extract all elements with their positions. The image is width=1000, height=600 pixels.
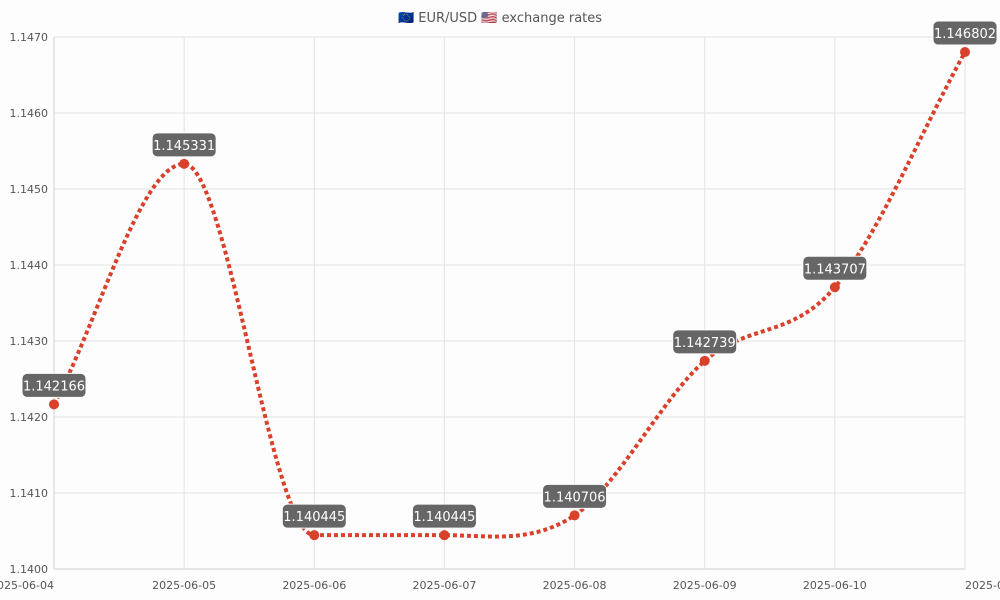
data-label: 1.146802 <box>932 20 998 46</box>
data-label-text: 1.143707 <box>804 262 866 277</box>
y-tick-label: 1.1450 <box>10 183 49 196</box>
data-label-box <box>672 329 738 355</box>
x-tick-label: 2025-06-10 <box>803 579 867 592</box>
data-label-text: 1.140445 <box>413 510 475 525</box>
y-tick-label: 1.1410 <box>10 487 49 500</box>
data-label: 1.142739 <box>672 329 738 355</box>
data-label: 1.140706 <box>542 483 608 509</box>
data-label-box <box>932 20 998 46</box>
data-point <box>179 158 190 169</box>
y-tick-label: 1.1460 <box>10 107 49 120</box>
grid <box>53 36 966 570</box>
data-label-box <box>281 503 347 529</box>
data-label-text: 1.140445 <box>283 510 345 525</box>
series-layer <box>49 47 970 541</box>
data-label: 1.140445 <box>411 503 477 529</box>
y-tick-label: 1.1420 <box>10 411 49 424</box>
x-axis: 2025-06-04 2025-06-05 2025-06-06 2025-06-07… <box>0 579 1000 592</box>
x-tick-label: 2025-06-06 <box>282 579 346 592</box>
data-label-box <box>411 503 477 529</box>
data-label: 1.140445 <box>281 503 347 529</box>
x-tick-label: 2025-06-09 <box>673 579 737 592</box>
x-tick-label: 2025-06-11 <box>965 579 1000 592</box>
x-tick-label: 2025-06-08 <box>543 579 607 592</box>
data-label: 1.142166 <box>21 372 87 398</box>
y-axis: 1.1400 1.1410 1.1420 1.1430 1.1440 1.1450 1.14… <box>10 31 49 576</box>
x-tick-label: 2025-06-05 <box>152 579 216 592</box>
data-point <box>829 282 840 293</box>
data-point <box>49 399 59 410</box>
data-label-text: 1.146802 <box>934 27 996 42</box>
x-tick-label: 2025-06-04 <box>0 579 54 592</box>
data-label-text: 1.145331 <box>153 139 215 154</box>
data-point <box>569 510 580 521</box>
data-label-box <box>151 132 217 158</box>
data-label-text: 1.140706 <box>544 490 606 505</box>
series-line <box>52 51 967 539</box>
data-label: 1.143707 <box>802 255 868 281</box>
data-point <box>439 530 450 541</box>
data-point <box>960 47 970 58</box>
data-point <box>699 355 710 366</box>
data-label-text: 1.142739 <box>674 336 736 351</box>
data-label-box <box>21 372 87 398</box>
data-label-text: 1.142166 <box>23 379 85 394</box>
y-tick-label: 1.1400 <box>10 563 49 576</box>
y-tick-label: 1.1470 <box>10 31 49 44</box>
data-labels-layer: 1.142166 1.145331 1.140445 1.140445 1.140706… <box>21 20 998 529</box>
data-label-box <box>542 483 608 509</box>
data-label: 1.145331 <box>151 132 217 158</box>
x-tick-label: 2025-06-07 <box>412 579 476 592</box>
data-point <box>309 530 320 541</box>
y-tick-label: 1.1440 <box>10 259 49 272</box>
y-tick-label: 1.1430 <box>10 335 49 348</box>
chart-title: 🇪🇺 EUR/USD 🇺🇸 exchange rates <box>398 11 602 26</box>
data-label-box <box>802 255 868 281</box>
